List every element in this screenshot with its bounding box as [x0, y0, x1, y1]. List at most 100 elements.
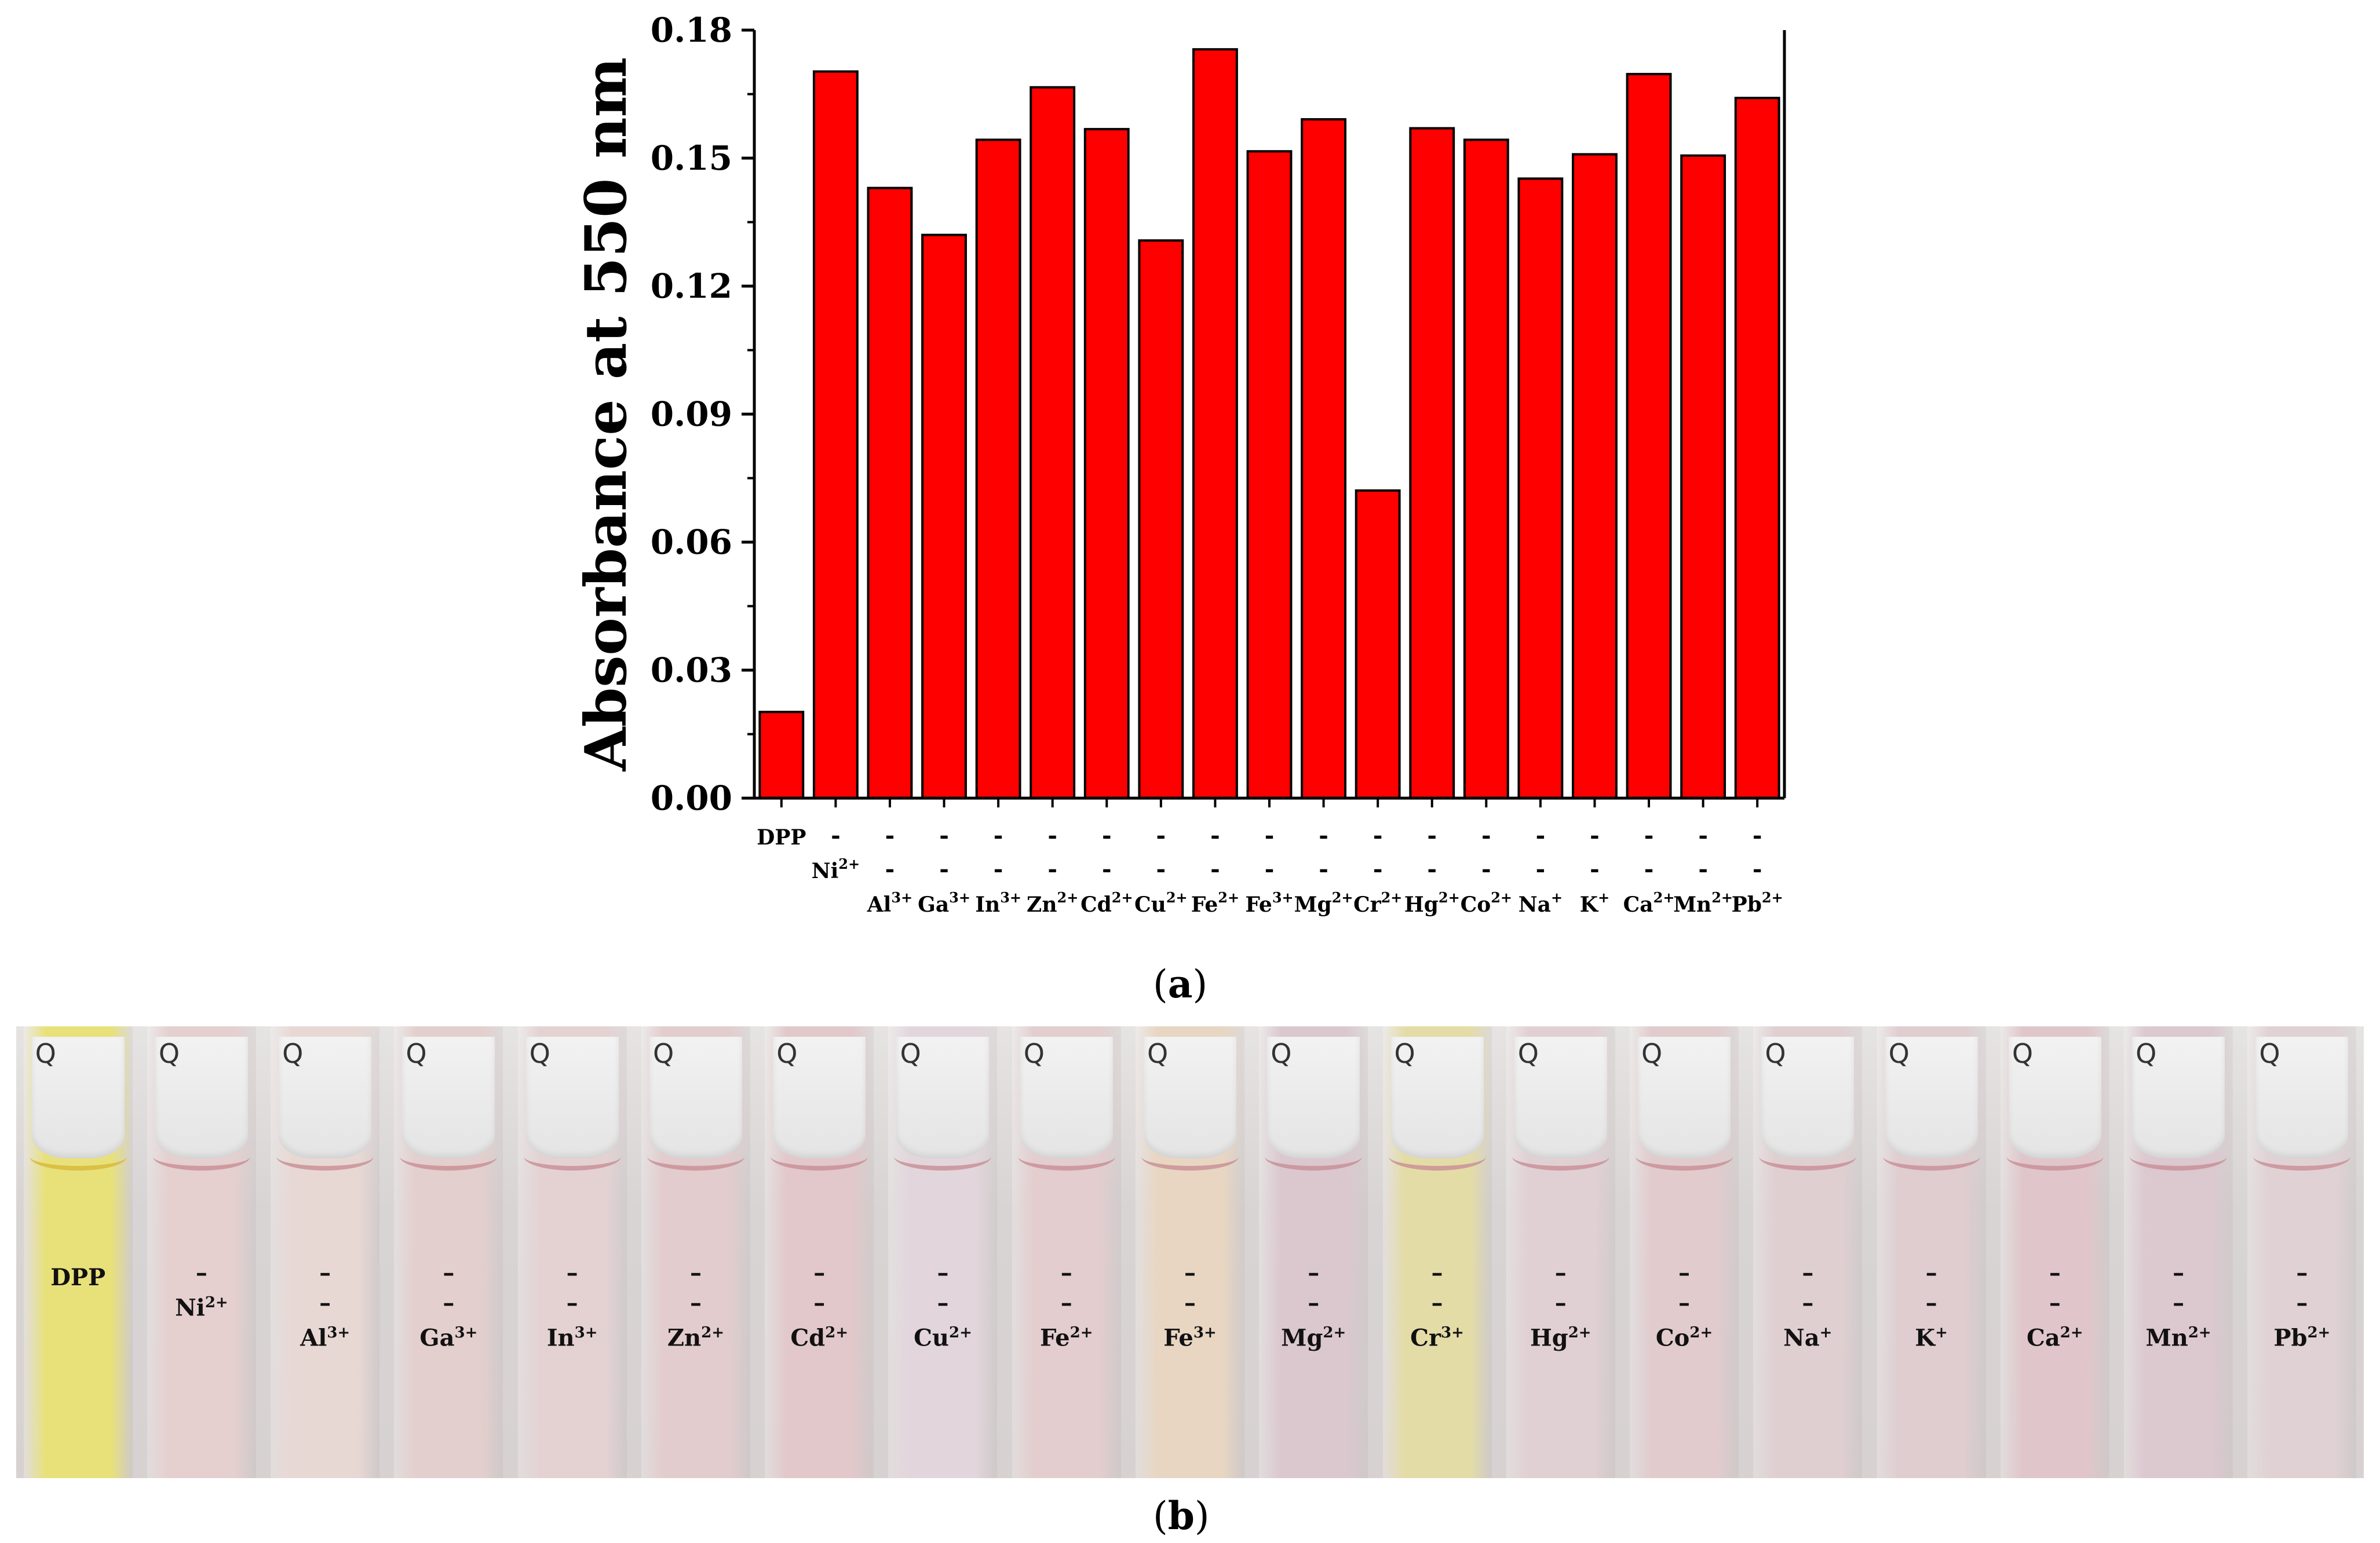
meniscus: [1882, 1151, 1980, 1171]
q-mark: Q: [1888, 1038, 1910, 1069]
q-mark: Q: [1641, 1038, 1663, 1069]
cuvette: Q – – Al3+: [271, 1026, 380, 1478]
cuvette-empty-top: [2132, 1037, 2225, 1158]
cuvette-label: Cd2+: [790, 1324, 849, 1352]
cuvette-empty-top: [1514, 1037, 1607, 1158]
cuvette-label: Fe3+: [1163, 1324, 1217, 1352]
cuvette: Q – – Cr3+: [1382, 1026, 1492, 1478]
q-mark: Q: [2012, 1038, 2034, 1069]
x-label-dash: -: [1210, 855, 1220, 883]
q-mark: Q: [1394, 1038, 1415, 1069]
q-mark: Q: [1023, 1038, 1045, 1069]
cuvette: Q – – Ga3+: [394, 1026, 503, 1478]
bar-13: [1463, 138, 1509, 799]
x-label-dash: -: [1590, 822, 1600, 849]
bar-12: [1409, 127, 1455, 799]
y-axis-title: Absorbance at 550 nm: [573, 57, 640, 772]
cuvette: Q – Ni2+: [147, 1026, 256, 1478]
q-mark: Q: [1271, 1038, 1292, 1069]
cuvette-label: Cu2+: [914, 1324, 972, 1352]
x-label-dash: -: [1373, 822, 1383, 849]
dash-stack: – –: [1060, 1259, 1072, 1317]
x-tick-label: Ca2+: [1623, 889, 1675, 917]
cuvette-empty-top: [1144, 1037, 1236, 1158]
cuvette-empty-top: [1267, 1037, 1360, 1158]
bar-18: [1734, 97, 1780, 799]
x-tick-label: Zn2+: [1027, 889, 1078, 917]
cuvette-label: Mg2+: [1281, 1324, 1346, 1352]
bars-layer: [758, 48, 1780, 800]
q-mark: Q: [158, 1038, 180, 1069]
meniscus: [2006, 1151, 2104, 1171]
meniscus: [2253, 1151, 2351, 1171]
x-label-dash: -: [939, 822, 949, 849]
cuvette-empty-top: [896, 1037, 990, 1158]
bar-2: [867, 187, 913, 800]
cuvette-label: Ni2+: [175, 1294, 228, 1322]
x-label-dash: -: [1644, 822, 1654, 849]
x-label-dash: -: [1481, 822, 1491, 849]
cuvette: Q – – Mg2+: [1259, 1026, 1368, 1478]
x-label-dash: -: [1265, 855, 1275, 883]
y-tick-label: 0.06: [651, 522, 732, 562]
q-mark: Q: [1765, 1038, 1786, 1069]
bar-11: [1355, 489, 1401, 799]
x-tick-label: Fe2+: [1191, 889, 1239, 917]
x-tick-label: Cd2+: [1081, 889, 1133, 917]
bar-3: [921, 233, 967, 800]
dash-stack: – –: [2049, 1259, 2061, 1317]
dash-stack: – –: [813, 1259, 826, 1317]
x-tick-label: Fe3+: [1245, 889, 1293, 917]
cuvette-empty-top: [1638, 1037, 1731, 1158]
x-label-dash: -: [1427, 822, 1437, 849]
x-tick-label: Mn2+: [1673, 889, 1733, 917]
bar-14: [1517, 177, 1564, 799]
dash-stack: – –: [1678, 1259, 1691, 1317]
x-label-dash: -: [1102, 855, 1112, 883]
dash-stack: – –: [443, 1259, 455, 1317]
dash-stack: – –: [2296, 1259, 2308, 1317]
x-label-dash: -: [1753, 822, 1762, 849]
cuvette-empty-top: [2008, 1037, 2101, 1158]
x-tick-label: Cr2+: [1353, 889, 1402, 917]
x-label-dash: -: [1156, 822, 1166, 849]
cuvette-empty-top: [2255, 1037, 2349, 1158]
meniscus: [771, 1151, 868, 1171]
cuvette: Q – – Hg2+: [1506, 1026, 1615, 1478]
x-tick-label: Pb2+: [1732, 889, 1783, 917]
meniscus: [894, 1151, 992, 1171]
meniscus: [276, 1151, 374, 1171]
dash-stack: – –: [1184, 1259, 1196, 1317]
x-label-dash: -: [1319, 822, 1328, 849]
bar-7: [1138, 239, 1184, 799]
meniscus: [1759, 1151, 1857, 1171]
cuvette: Q – – Fe2+: [1012, 1026, 1121, 1478]
cuvette-empty-top: [649, 1037, 742, 1158]
cuvette: Q – – Pb2+: [2247, 1026, 2357, 1478]
cuvette: Q – – Na+: [1753, 1026, 1863, 1478]
x-label-dash: -: [1265, 822, 1275, 849]
cuvette-empty-top: [1020, 1037, 1113, 1158]
x-label-dash: -: [1319, 855, 1328, 883]
cuvette-label: Ga3+: [419, 1324, 478, 1352]
meniscus: [2130, 1151, 2228, 1171]
dash-stack: – –: [2173, 1259, 2185, 1317]
cuvette-label: Pb2+: [2273, 1324, 2331, 1352]
meniscus: [29, 1151, 127, 1171]
y-tick-label: 0.09: [651, 394, 732, 434]
x-label-dash: -: [1102, 822, 1112, 849]
x-tick-label: In3+: [975, 889, 1021, 917]
bar-17: [1680, 154, 1726, 800]
cuvette-label: DPP: [50, 1264, 106, 1291]
bar-10: [1301, 118, 1347, 799]
x-tick-label: Hg2+: [1404, 889, 1460, 917]
cuvette-empty-top: [155, 1037, 248, 1158]
x-label-dash: -: [1536, 855, 1546, 883]
q-mark: Q: [282, 1038, 304, 1069]
cuvette: Q – – Cd2+: [765, 1026, 874, 1478]
x-label-dash: -: [831, 822, 841, 849]
dash-stack: – –: [689, 1259, 702, 1317]
q-mark: Q: [1147, 1038, 1169, 1069]
x-label-dash: -: [1753, 855, 1762, 883]
cuvette-label: K+: [1915, 1324, 1948, 1352]
